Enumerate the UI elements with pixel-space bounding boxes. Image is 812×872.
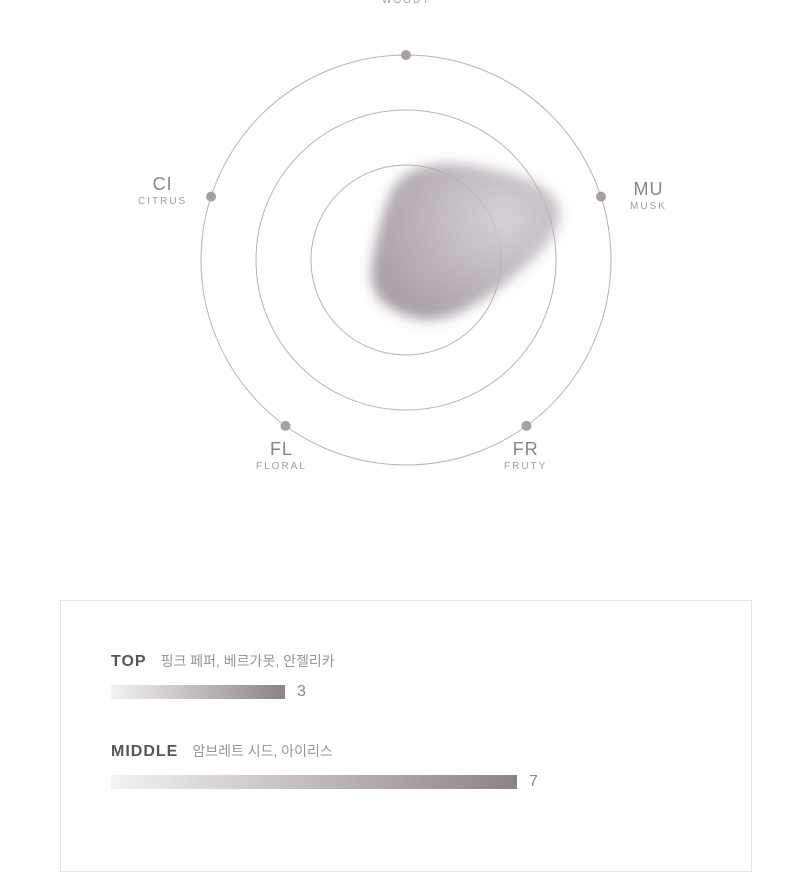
note-label: MIDDLE xyxy=(111,743,178,761)
note-value: 7 xyxy=(529,773,538,791)
note-label: TOP xyxy=(111,653,147,671)
note-row-middle: MIDDLE 암브레트 시드, 아이리스 7 xyxy=(111,741,701,791)
axis-name: MUSK xyxy=(630,201,667,212)
axis-label-fruty: FRFRUTY xyxy=(504,440,547,472)
axis-code: FR xyxy=(504,440,547,460)
axis-label-citrus: CICITRUS xyxy=(138,175,187,207)
axis-name: FLORAL xyxy=(256,461,307,472)
axis-code: MU xyxy=(630,180,667,200)
axis-code: FL xyxy=(256,440,307,460)
note-row-top: TOP 핑크 페퍼, 베르가못, 안젤리카 3 xyxy=(111,651,701,701)
radar-chart: WOWOODY MUMUSK FRFRUTY FLFLORAL CICITRUS xyxy=(126,0,686,540)
axis-name: FRUTY xyxy=(504,461,547,472)
note-value: 3 xyxy=(297,683,306,701)
axis-name: CITRUS xyxy=(138,196,187,207)
radar-svg xyxy=(126,0,686,540)
note-bar xyxy=(111,775,517,789)
notes-panel: TOP 핑크 페퍼, 베르가못, 안젤리카 3 MIDDLE 암브레트 시드, … xyxy=(60,600,752,872)
axis-label-musk: MUMUSK xyxy=(630,180,667,212)
note-desc: 핑크 페퍼, 베르가못, 안젤리카 xyxy=(161,651,335,671)
axis-name: WOODY xyxy=(382,0,431,6)
note-desc: 암브레트 시드, 아이리스 xyxy=(192,741,332,761)
axis-label-woody: WOWOODY xyxy=(382,0,431,6)
axis-label-floral: FLFLORAL xyxy=(256,440,307,472)
note-bar xyxy=(111,685,285,699)
axis-code: CI xyxy=(138,175,187,195)
